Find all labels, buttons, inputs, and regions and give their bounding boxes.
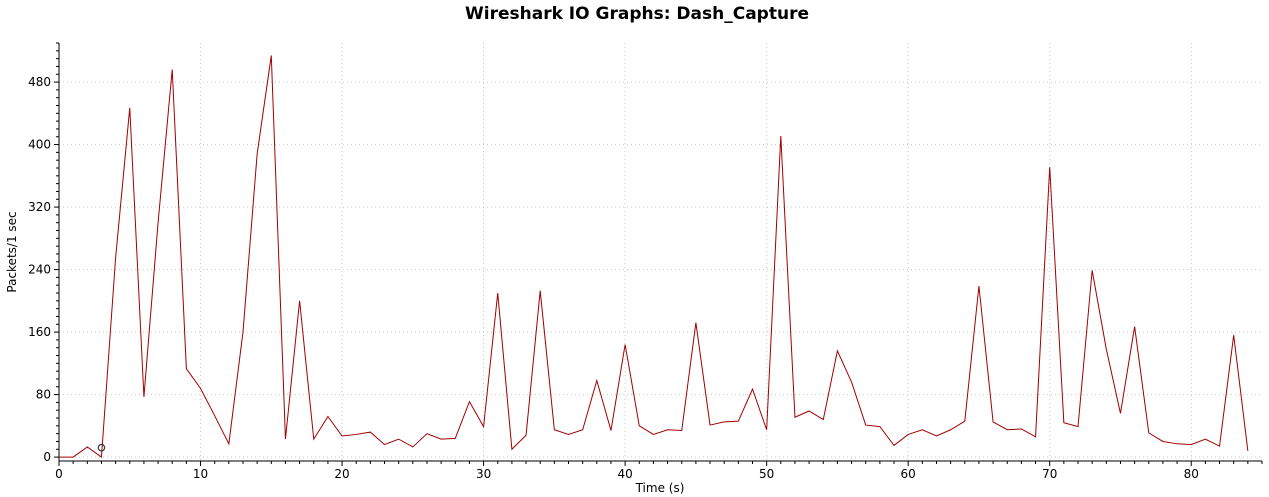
y-tick-label: 80 (36, 388, 51, 402)
x-axis-label: Time (s) (635, 481, 685, 495)
y-tick-label: 160 (28, 325, 51, 339)
x-tick-label: 30 (476, 467, 491, 481)
y-tick-label: 400 (28, 138, 51, 152)
cursor-marker[interactable] (97, 443, 106, 452)
y-axis-label: Packets/1 sec (5, 211, 19, 292)
axes (58, 43, 1262, 462)
x-tick-label: 80 (1184, 467, 1199, 481)
y-tick-label: 0 (43, 450, 51, 464)
x-tick-label: 20 (334, 467, 349, 481)
x-tick-label: 60 (901, 467, 916, 481)
x-tick-label: 10 (193, 467, 208, 481)
x-tick-label: 0 (55, 467, 63, 481)
x-tick-label: 50 (759, 467, 774, 481)
grid-lines (59, 43, 1262, 461)
x-axis-ticks: 0 10 20 30 40 50 60 70 80 (55, 461, 1263, 481)
y-tick-label: 240 (28, 263, 51, 277)
chart-title: Wireshark IO Graphs: Dash_Capture (465, 4, 809, 24)
x-tick-label: 70 (1042, 467, 1057, 481)
y-tick-label: 320 (28, 200, 51, 214)
y-tick-label: 480 (28, 75, 51, 89)
series-line (59, 55, 1249, 459)
y-axis-ticks: 0 80 160 240 320 400 480 (28, 42, 59, 464)
x-tick-label: 40 (617, 467, 632, 481)
